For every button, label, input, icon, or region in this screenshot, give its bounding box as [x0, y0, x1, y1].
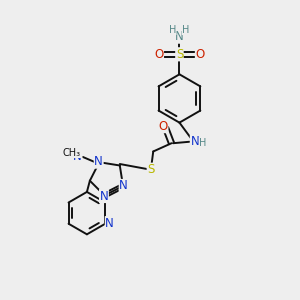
Text: O: O: [195, 48, 205, 61]
Text: N: N: [190, 135, 199, 148]
Text: O: O: [159, 120, 168, 133]
Text: S: S: [176, 48, 183, 61]
Text: H: H: [199, 138, 207, 148]
Text: H: H: [182, 25, 190, 34]
Text: S: S: [147, 163, 155, 176]
Text: O: O: [154, 48, 164, 61]
Text: N: N: [175, 30, 184, 43]
Text: N: N: [100, 190, 108, 202]
Text: N: N: [119, 179, 128, 193]
Text: N: N: [73, 150, 82, 164]
Text: N: N: [105, 217, 114, 230]
Text: H: H: [169, 25, 176, 34]
Text: CH₃: CH₃: [63, 148, 81, 158]
Text: N: N: [94, 155, 103, 168]
